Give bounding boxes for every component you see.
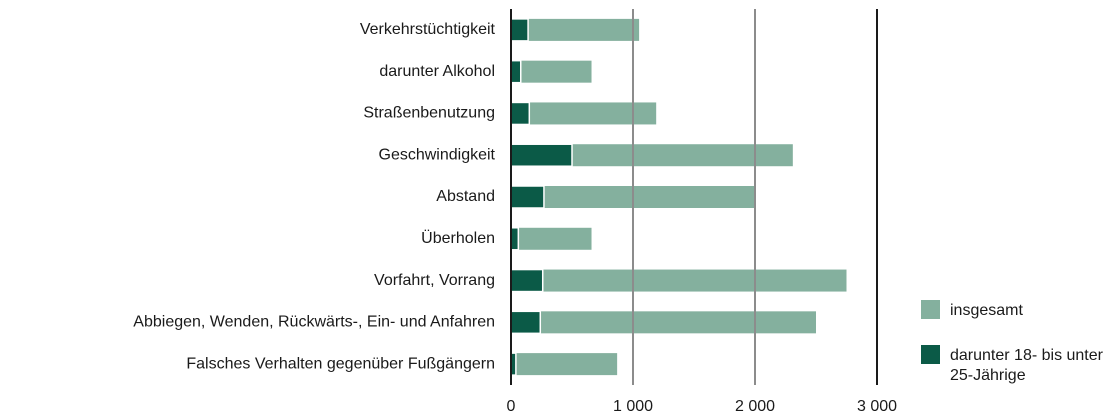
y-tick-label: darunter Alkohol [379, 63, 495, 80]
bar [511, 269, 847, 292]
x-tick-label: 2 000 [735, 398, 775, 415]
x-tick-label: 0 [507, 398, 516, 415]
y-tick-label: Überholen [421, 229, 495, 247]
bar [511, 102, 657, 125]
x-tick-label: 1 000 [613, 398, 653, 415]
legend-label: darunter 18- bis unter 25-Jährige [950, 347, 1103, 384]
bar [510, 101, 531, 126]
x-tick-label: 3 000 [857, 398, 897, 415]
y-tick-label: Falsches Verhalten gegenüber Fußgängern [186, 355, 495, 372]
bar [511, 144, 793, 167]
bar [511, 227, 592, 250]
bar [511, 60, 592, 83]
bar [510, 227, 520, 251]
y-tick-label: Verkehrstüchtigkeit [360, 21, 496, 38]
y-tick-label: Abstand [436, 188, 495, 205]
y-tick-label: Straßenbenutzung [363, 105, 495, 122]
legend-label: insgesamt [950, 302, 1023, 319]
bar [510, 143, 573, 167]
bar [510, 310, 542, 335]
y-tick-label: Abbiegen, Wenden, Rückwärts-, Ein- und A… [133, 314, 495, 331]
bar [511, 353, 618, 376]
y-tick-label: Geschwindigkeit [379, 146, 496, 163]
bar [510, 18, 529, 42]
legend-swatch [921, 300, 940, 319]
bar [510, 59, 522, 84]
bar [510, 268, 544, 293]
bar [511, 18, 640, 41]
bar [511, 311, 816, 334]
y-tick-label: Vorfahrt, Vorrang [374, 272, 495, 289]
legend-swatch [921, 345, 940, 364]
bar [510, 185, 545, 209]
